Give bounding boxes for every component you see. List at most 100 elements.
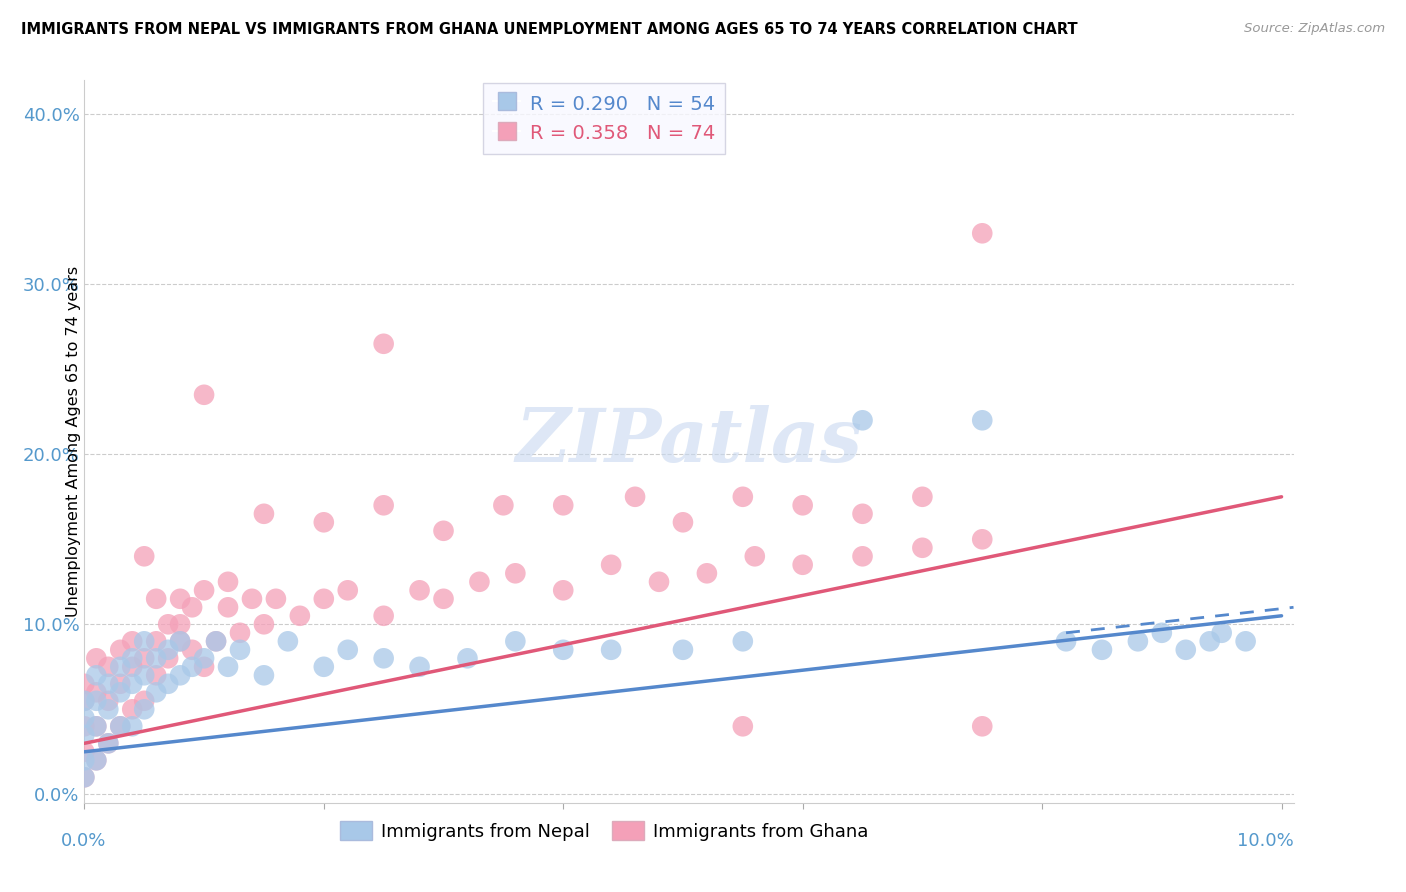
Point	[205, 634, 228, 648]
Point	[468, 574, 491, 589]
Point	[157, 617, 180, 632]
Text: Source: ZipAtlas.com: Source: ZipAtlas.com	[1244, 22, 1385, 36]
Point	[169, 591, 191, 606]
Point	[169, 617, 191, 632]
Point	[121, 651, 143, 665]
Text: ZIPatlas: ZIPatlas	[516, 405, 862, 478]
Point	[408, 583, 430, 598]
Point	[97, 702, 120, 716]
Point	[624, 490, 647, 504]
Point	[97, 736, 120, 750]
Point	[121, 634, 143, 648]
Point	[229, 625, 252, 640]
Text: IMMIGRANTS FROM NEPAL VS IMMIGRANTS FROM GHANA UNEMPLOYMENT AMONG AGES 65 TO 74 : IMMIGRANTS FROM NEPAL VS IMMIGRANTS FROM…	[21, 22, 1078, 37]
Point	[145, 591, 167, 606]
Point	[1054, 634, 1077, 648]
Point	[110, 719, 132, 733]
Point	[553, 583, 575, 598]
Point	[1198, 634, 1220, 648]
Point	[86, 651, 108, 665]
Point	[193, 660, 215, 674]
Point	[134, 651, 156, 665]
Point	[181, 660, 204, 674]
Point	[169, 634, 191, 648]
Point	[134, 702, 156, 716]
Point	[73, 745, 96, 759]
Point	[193, 651, 215, 665]
Point	[1234, 634, 1257, 648]
Point	[731, 634, 754, 648]
Point	[911, 541, 934, 555]
Point	[911, 490, 934, 504]
Point	[86, 668, 108, 682]
Point	[240, 591, 263, 606]
Point	[73, 711, 96, 725]
Point	[157, 677, 180, 691]
Point	[110, 642, 132, 657]
Point	[157, 651, 180, 665]
Point	[792, 558, 814, 572]
Point	[851, 549, 873, 564]
Point	[134, 668, 156, 682]
Point	[312, 516, 335, 530]
Point	[229, 642, 252, 657]
Point	[73, 694, 96, 708]
Point	[1150, 625, 1173, 640]
Point	[169, 634, 191, 648]
Point	[86, 719, 108, 733]
Point	[553, 498, 575, 512]
Point	[217, 660, 239, 674]
Point	[253, 507, 276, 521]
Text: 10.0%: 10.0%	[1237, 831, 1294, 850]
Point	[86, 694, 108, 708]
Point	[121, 719, 143, 733]
Point	[134, 694, 156, 708]
Point	[193, 388, 215, 402]
Point	[373, 498, 395, 512]
Point	[373, 651, 395, 665]
Point	[169, 668, 191, 682]
Point	[336, 583, 359, 598]
Point	[110, 660, 132, 674]
Point	[1091, 642, 1114, 657]
Point	[336, 642, 359, 657]
Point	[505, 566, 527, 581]
Point	[97, 736, 120, 750]
Point	[73, 770, 96, 784]
Point	[972, 719, 994, 733]
Point	[121, 702, 143, 716]
Point	[110, 719, 132, 733]
Point	[193, 583, 215, 598]
Point	[73, 728, 96, 742]
Y-axis label: Unemployment Among Ages 65 to 74 years: Unemployment Among Ages 65 to 74 years	[66, 266, 80, 617]
Point	[97, 677, 120, 691]
Point	[73, 770, 96, 784]
Point	[288, 608, 311, 623]
Point	[505, 634, 527, 648]
Point	[73, 753, 96, 767]
Point	[121, 677, 143, 691]
Legend: Immigrants from Nepal, Immigrants from Ghana: Immigrants from Nepal, Immigrants from G…	[333, 814, 876, 848]
Point	[456, 651, 478, 665]
Point	[264, 591, 287, 606]
Point	[181, 600, 204, 615]
Point	[672, 516, 695, 530]
Point	[312, 591, 335, 606]
Point	[432, 524, 454, 538]
Point	[145, 634, 167, 648]
Point	[1174, 642, 1197, 657]
Point	[97, 694, 120, 708]
Point	[110, 677, 132, 691]
Point	[86, 753, 108, 767]
Point	[73, 694, 96, 708]
Point	[110, 685, 132, 699]
Point	[253, 617, 276, 632]
Point	[672, 642, 695, 657]
Point	[312, 660, 335, 674]
Point	[86, 685, 108, 699]
Point	[86, 719, 108, 733]
Point	[277, 634, 299, 648]
Point	[851, 507, 873, 521]
Point	[97, 660, 120, 674]
Point	[696, 566, 718, 581]
